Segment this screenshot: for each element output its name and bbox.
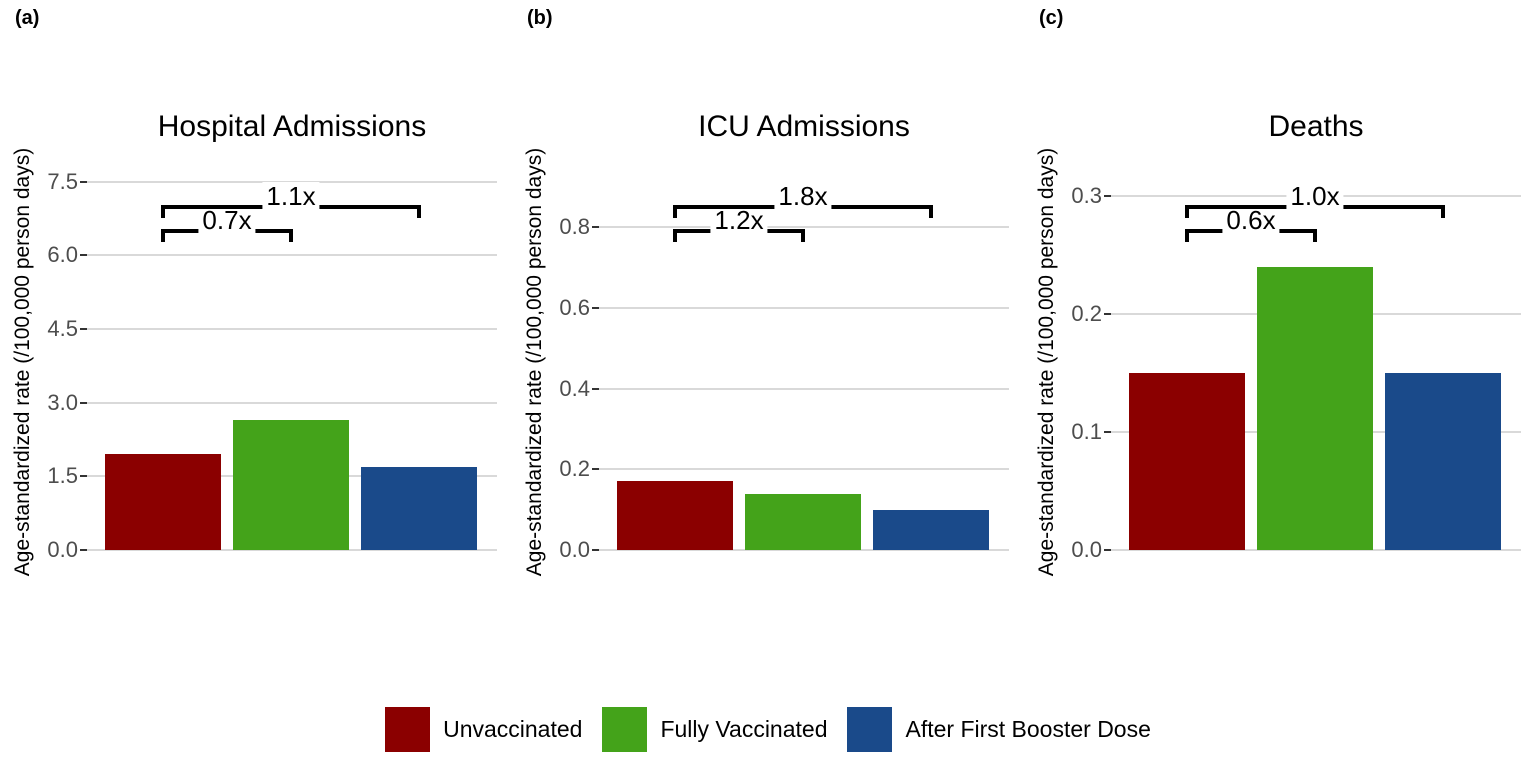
y-tick-mark [80, 180, 87, 183]
bracket-end-left [673, 205, 677, 218]
bar-unvaccinated [1129, 373, 1245, 550]
ratio-bracket: 1.2x [673, 206, 805, 242]
legend-label: Unvaccinated [443, 716, 583, 742]
y-tick-mark [80, 327, 87, 330]
y-tick-label: 6.0 [47, 242, 78, 268]
y-tick-mark [592, 549, 599, 551]
y-tick-label: 0.2 [559, 456, 590, 482]
chart-panel-c: (c) Deaths Age-standardized rate (/100,000… [1024, 0, 1536, 700]
bar-fully-vaccinated [1257, 266, 1373, 550]
ratio-bracket: 0.6x [1185, 206, 1317, 242]
gridline [87, 254, 497, 257]
ratio-annotation: 0.7x [198, 206, 256, 234]
gridline [599, 306, 1009, 309]
bar-fully-vaccinated [745, 493, 861, 550]
y-tick-mark [80, 475, 87, 478]
gridline [599, 226, 1009, 229]
ratio-bracket: 1.8x [673, 182, 933, 218]
gridline [599, 468, 1009, 471]
y-tick-label: 0.8 [559, 214, 590, 240]
legend-swatch [385, 707, 431, 752]
bar-after-first-booster-dose [873, 509, 989, 550]
y-tick-label: 0.0 [1071, 537, 1102, 562]
legend-item: Fully Vaccinated [602, 707, 827, 752]
bracket-end-left [673, 229, 677, 242]
gridline [599, 387, 1009, 390]
y-tick-mark [1104, 549, 1111, 551]
gridline [87, 401, 497, 404]
ratio-bracket: 1.1x [161, 182, 421, 218]
y-tick-label: 0.0 [559, 537, 590, 562]
chart-panel-a: (a) Hospital Admissions Age-standardized r… [0, 0, 512, 700]
gridline [87, 327, 497, 330]
y-tick-mark [80, 549, 87, 551]
bracket-end-left [161, 229, 165, 242]
gridline [599, 549, 1009, 551]
y-tick-label: 0.4 [559, 375, 590, 401]
bar-unvaccinated [617, 481, 733, 550]
bracket-end-right [801, 229, 805, 242]
plot-area: 0.7x 1.1x [87, 160, 497, 551]
y-tick-label: 3.0 [47, 389, 78, 415]
y-tick-label: 0.6 [559, 294, 590, 320]
panel-letter: (a) [15, 7, 40, 29]
ratio-annotation: 1.1x [262, 182, 320, 210]
bracket-end-right [1313, 229, 1317, 242]
ratio-annotation: 1.2x [710, 206, 768, 234]
bar-fully-vaccinated [233, 419, 349, 550]
y-tick-label: 0.2 [1071, 300, 1102, 326]
panel-title: ICU Admissions [698, 110, 910, 143]
y-tick-mark [1104, 430, 1111, 433]
y-tick-mark [592, 306, 599, 309]
gridline [87, 549, 497, 551]
y-tick-label: 0.1 [1071, 418, 1102, 444]
panel-letter: (b) [527, 7, 553, 29]
bar-after-first-booster-dose [1385, 373, 1501, 550]
legend-label: After First Booster Dose [905, 716, 1151, 742]
panel-letter: (c) [1039, 7, 1064, 29]
bracket-end-right [289, 229, 293, 242]
y-tick-mark [1104, 194, 1111, 197]
legend-swatch [602, 707, 648, 752]
bar-unvaccinated [105, 454, 221, 550]
bracket-end-right [1441, 205, 1445, 218]
ratio-bracket: 1.0x [1185, 182, 1445, 218]
panel-title: Deaths [1268, 110, 1364, 143]
y-tick-mark [80, 401, 87, 404]
legend-item: After First Booster Dose [847, 707, 1151, 752]
y-tick-mark [592, 387, 599, 390]
legend-swatch [847, 707, 893, 752]
ratio-bracket: 0.7x [161, 206, 293, 242]
y-tick-label: 4.5 [47, 315, 78, 341]
y-axis-label: Age-standardized rate (/100,000 person d… [11, 147, 34, 577]
bracket-end-right [929, 205, 933, 218]
plot-area: 1.2x 1.8x [599, 160, 1009, 551]
bar-after-first-booster-dose [361, 466, 477, 550]
gridline [1111, 549, 1521, 551]
y-tick-mark [1104, 312, 1111, 315]
chart-panel-b: (b) ICU Admissions Age-standardized rate (… [512, 0, 1024, 700]
y-tick-label: 7.5 [47, 168, 78, 194]
legend: Unvaccinated Fully Vaccinated After First … [0, 707, 1536, 752]
y-tick-label: 0.3 [1071, 182, 1102, 208]
y-tick-mark [592, 468, 599, 471]
ratio-annotation: 1.8x [774, 182, 832, 210]
bracket-end-left [1185, 205, 1189, 218]
y-axis-label: Age-standardized rate (/100,000 person d… [523, 147, 546, 577]
y-tick-mark [80, 254, 87, 257]
gridline [87, 180, 497, 183]
ratio-annotation: 0.6x [1222, 206, 1280, 234]
bracket-end-left [1185, 229, 1189, 242]
ratio-annotation: 1.0x [1286, 182, 1344, 210]
legend-label: Fully Vaccinated [660, 716, 828, 742]
y-tick-label: 1.5 [47, 463, 78, 489]
bracket-end-left [161, 205, 165, 218]
y-tick-label: 0.0 [47, 537, 78, 562]
panel-title: Hospital Admissions [157, 110, 427, 143]
bracket-end-right [417, 205, 421, 218]
y-tick-mark [592, 226, 599, 229]
plot-area: 0.6x 1.0x [1111, 160, 1521, 551]
legend-item: Unvaccinated [385, 707, 582, 752]
